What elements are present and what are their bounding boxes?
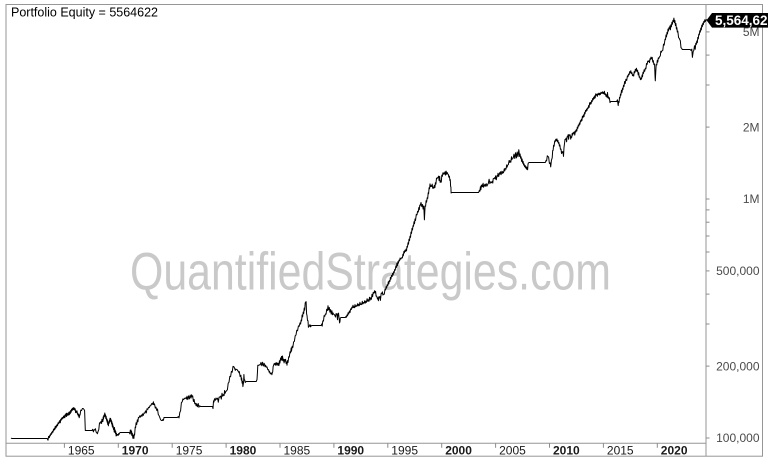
svg-text:1995: 1995 [391, 444, 418, 458]
svg-text:200,000: 200,000 [716, 359, 760, 373]
svg-text:5,564,622: 5,564,622 [715, 13, 768, 28]
svg-text:1975: 1975 [176, 444, 203, 458]
svg-text:2005: 2005 [499, 444, 526, 458]
svg-text:500,000: 500,000 [716, 264, 760, 278]
svg-text:1970: 1970 [122, 444, 149, 458]
svg-text:2015: 2015 [607, 444, 634, 458]
svg-text:1965: 1965 [68, 444, 95, 458]
svg-text:1985: 1985 [284, 444, 311, 458]
svg-text:2010: 2010 [553, 444, 580, 458]
svg-text:2000: 2000 [445, 444, 472, 458]
svg-text:1990: 1990 [337, 444, 364, 458]
svg-text:5M: 5M [743, 25, 760, 39]
svg-text:1M: 1M [743, 192, 760, 206]
svg-text:2M: 2M [743, 120, 760, 134]
svg-text:1980: 1980 [230, 444, 257, 458]
svg-text:100,000: 100,000 [716, 431, 760, 445]
svg-text:2020: 2020 [661, 444, 688, 458]
svg-text:Portfolio Equity = 5564622: Portfolio Equity = 5564622 [11, 6, 158, 20]
svg-text:QuantifiedStrategies.com: QuantifiedStrategies.com [130, 243, 611, 302]
